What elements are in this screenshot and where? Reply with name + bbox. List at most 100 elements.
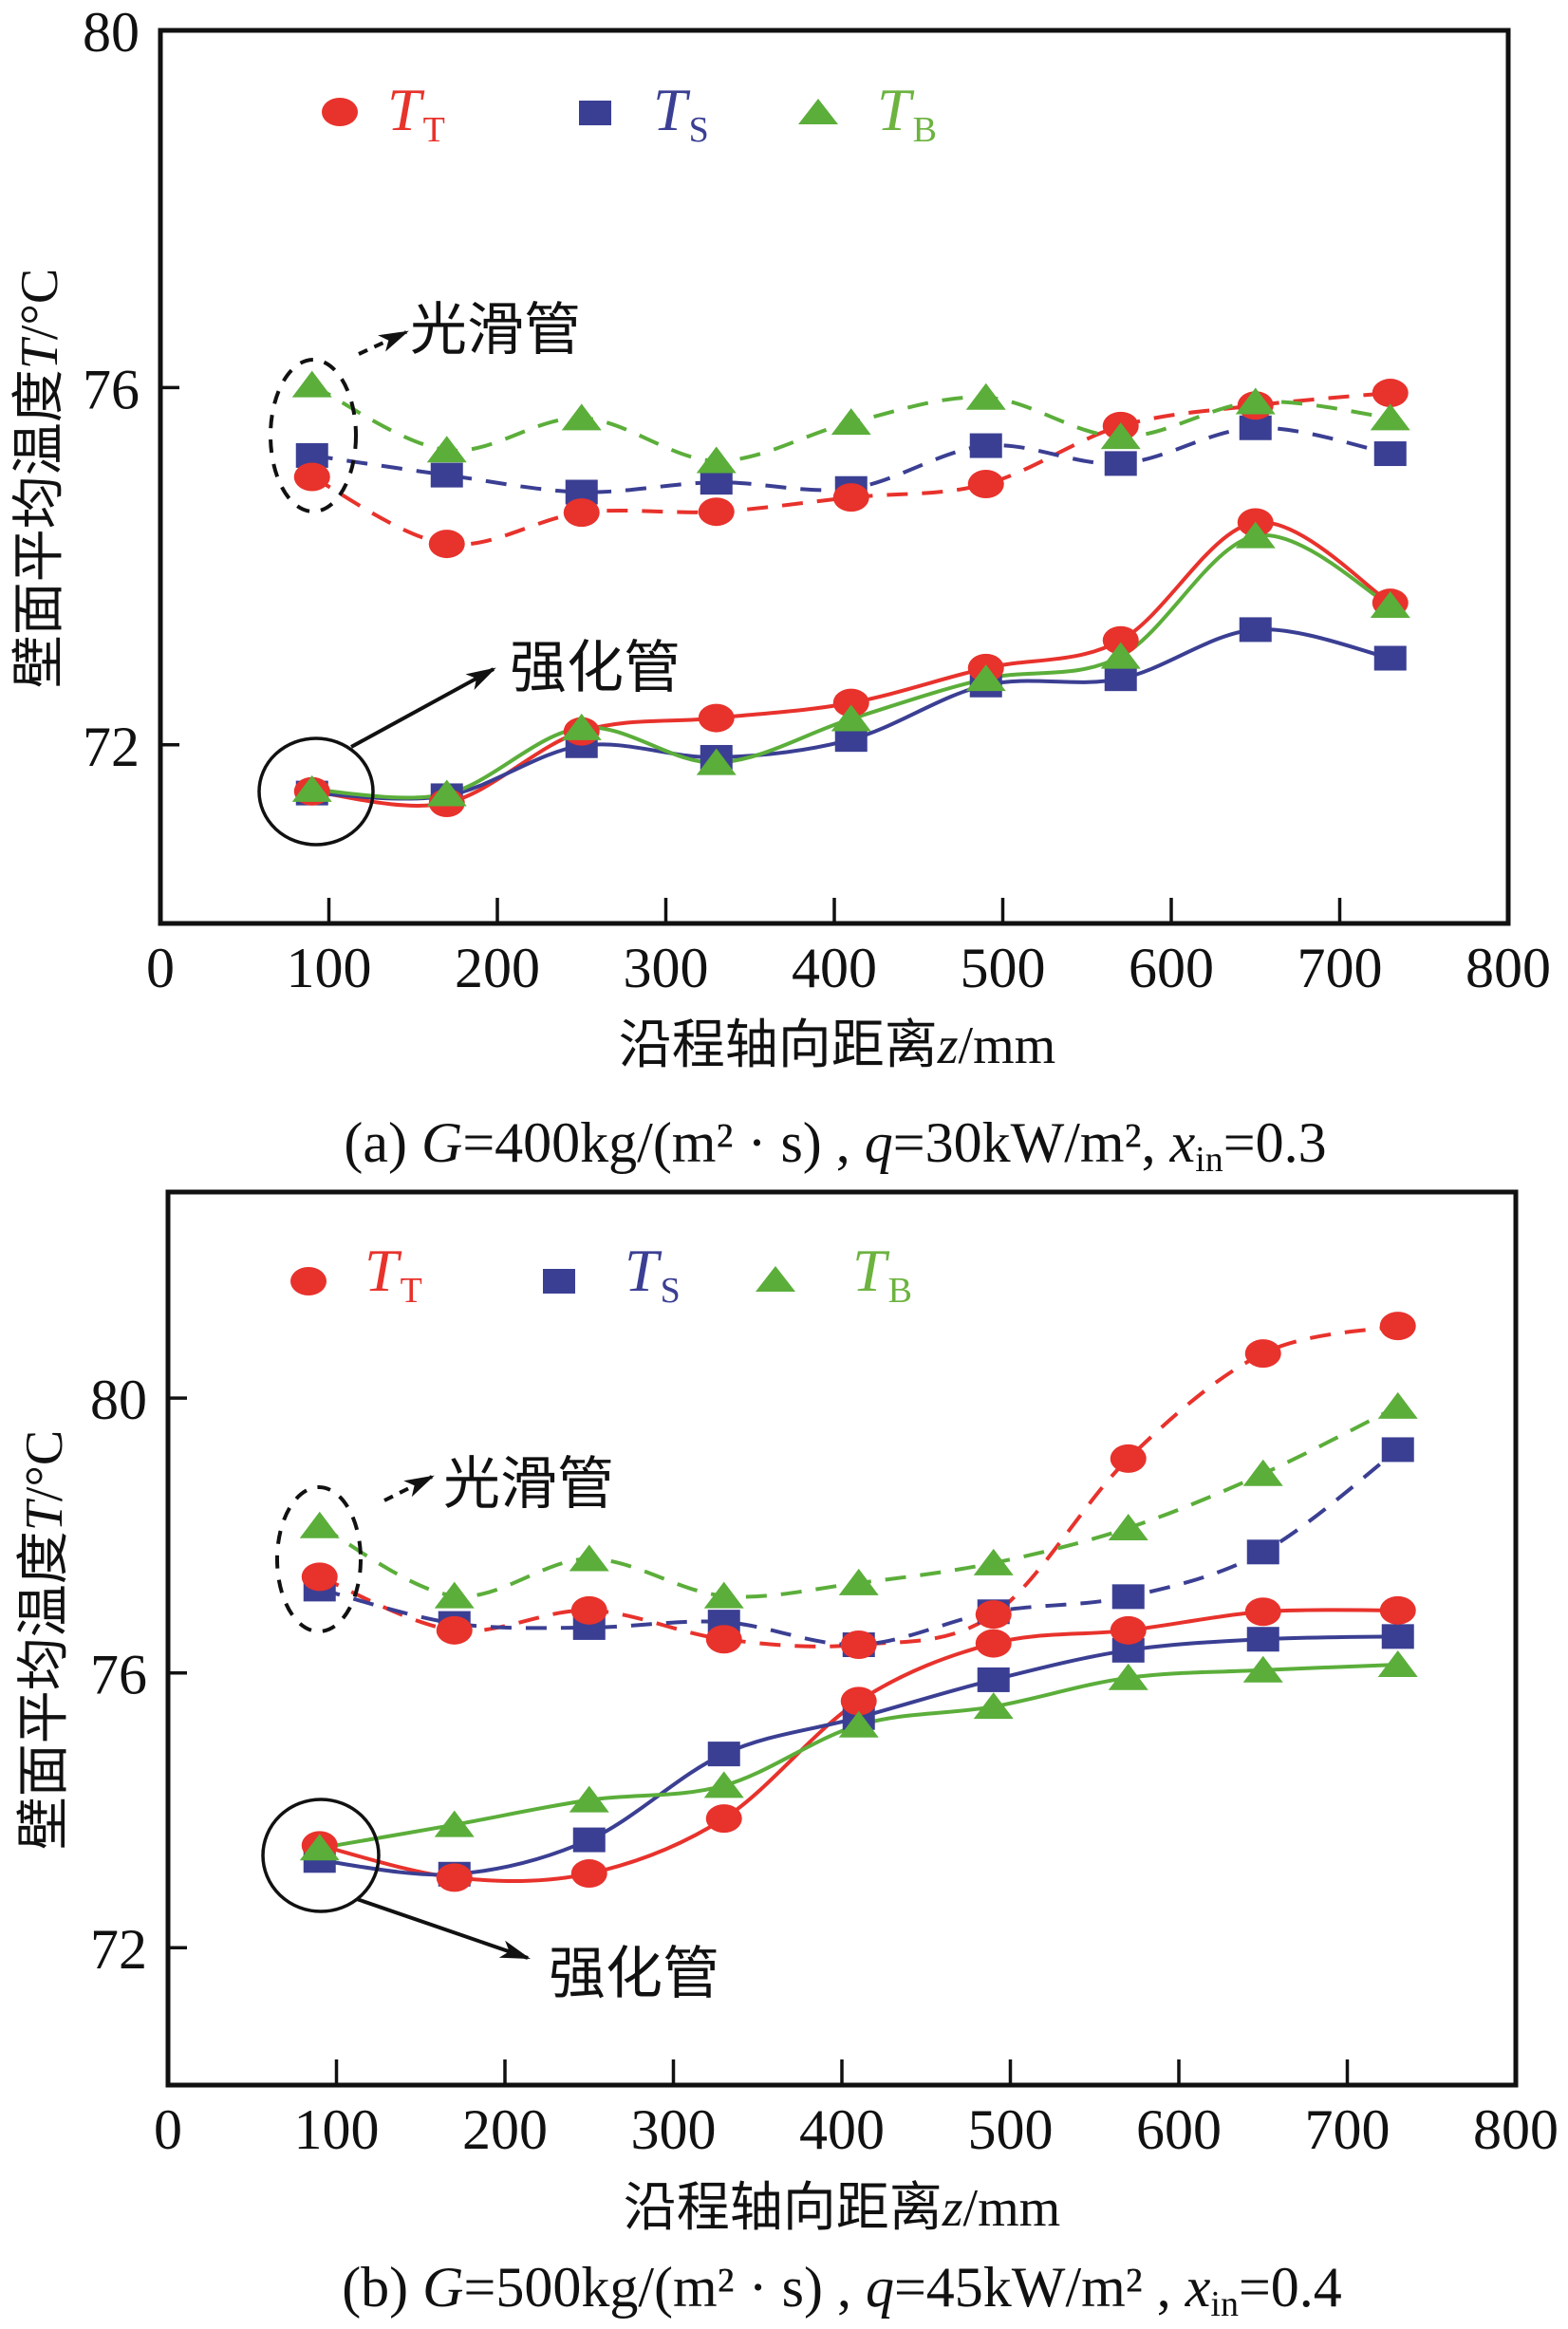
data-point-tt-smooth	[301, 1562, 338, 1592]
caption-x-subscript: in	[1195, 1140, 1223, 1180]
data-point-tb-smooth	[291, 370, 332, 398]
data-point-tt-smooth	[293, 462, 330, 492]
arrow-icon	[383, 1475, 435, 1502]
data-point-tb-enhanced	[569, 1785, 609, 1813]
legend-label-ts: TS	[653, 76, 709, 150]
y-tick-label: 72	[90, 1918, 147, 1981]
x-axis-label-unit: /mm	[963, 2179, 1061, 2238]
caption-g-value: =500kg/(m² · s) ,	[464, 2256, 866, 2319]
y-tick-label: 76	[90, 1644, 147, 1706]
legend-subscript: S	[689, 110, 709, 150]
legend-label-tt: TT	[387, 76, 445, 150]
data-point-tt-enhanced	[975, 1629, 1012, 1658]
data-point-tt-enhanced	[436, 1863, 473, 1892]
data-point-ts-smooth	[1381, 1437, 1414, 1463]
x-tick-label: 0	[146, 937, 175, 999]
legend-symbol: T	[625, 1237, 663, 1304]
annotation-label-enhanced-tube: 强化管	[510, 637, 681, 699]
axes-ticks: 0 100 200 300 400 500 600 700 800 72 76 80	[90, 1369, 1559, 2161]
y-axis-label-text: 壁面平均温度	[15, 1531, 74, 1850]
annotation-label-smooth-tube: 光滑管	[443, 1453, 614, 1516]
series-lines	[318, 1324, 1400, 1883]
x-tick-label: 0	[154, 2098, 182, 2161]
data-point-tt-enhanced	[1110, 1615, 1147, 1645]
data-point-tt-smooth	[563, 498, 600, 528]
caption-x-symbol: x	[1185, 2256, 1211, 2319]
data-point-tb-smooth	[1242, 1459, 1283, 1486]
data-point-tb-enhanced	[831, 704, 871, 732]
x-tick-label: 200	[455, 937, 540, 999]
x-tick-label: 600	[1129, 937, 1214, 999]
legend-symbol: T	[852, 1237, 890, 1304]
data-point-tb-smooth	[1235, 387, 1276, 415]
data-point-tt-smooth	[428, 530, 465, 559]
legend-label-tb: TB	[877, 76, 937, 150]
y-axis-label-unit: /°C	[10, 269, 69, 340]
data-point-tt-smooth	[832, 483, 869, 512]
data-point-tb-enhanced	[291, 774, 332, 802]
data-point-tb-enhanced	[1108, 1663, 1148, 1690]
caption-x-subscript: in	[1210, 2284, 1239, 2324]
data-point-ts-enhanced	[1381, 1624, 1414, 1649]
caption-label: (b)	[342, 2256, 422, 2319]
plot-frame	[158, 28, 1511, 926]
series-markers	[299, 1312, 1418, 1892]
data-point-ts-smooth	[1373, 441, 1407, 467]
axes-ticks: 0 100 200 300 400 500 600 700 800 72 76 80	[83, 1, 1551, 999]
y-axis-label: 壁面平均温度T/°C	[10, 269, 69, 688]
y-tick-label: 80	[83, 1, 140, 64]
data-point-tb-smooth	[426, 436, 467, 463]
data-point-tb-enhanced	[1370, 591, 1410, 619]
y-axis-label-unit: /°C	[15, 1430, 74, 1501]
x-axis-label-unit: /mm	[959, 1016, 1056, 1075]
caption-g-symbol: G	[421, 1111, 462, 1174]
legend-circle-marker	[322, 98, 358, 126]
x-tick-label: 700	[1305, 2098, 1391, 2161]
data-point-tt-smooth	[436, 1615, 473, 1645]
data-point-ts-smooth	[1111, 1584, 1145, 1610]
data-point-ts-enhanced	[977, 1667, 1010, 1692]
arrow-icon	[358, 330, 409, 356]
panel-caption: (b) G=500kg/(m² · s) , q=45kW/m² , xin=0…	[342, 2256, 1342, 2324]
x-axis-label-text: 沿程轴向距离	[619, 1016, 938, 1075]
data-point-tt-smooth	[1372, 379, 1409, 408]
data-point-tb-smooth	[965, 382, 1006, 410]
caption-q-value: =30kW/m²,	[893, 1111, 1170, 1174]
data-point-tt-smooth	[1110, 1444, 1147, 1473]
data-point-tb-enhanced	[696, 748, 737, 775]
legend-subscript: T	[423, 110, 445, 150]
data-point-tb-smooth	[299, 1511, 340, 1538]
caption-g-value: =400kg/(m² · s) ,	[462, 1111, 864, 1174]
annotation-enhanced-tube: 强化管	[261, 1798, 719, 2005]
data-point-tb-smooth	[703, 1581, 744, 1609]
x-tick-label: 500	[961, 937, 1046, 999]
x-tick-label: 800	[1473, 2098, 1559, 2161]
caption-x-value: =0.4	[1239, 2256, 1342, 2319]
data-point-tb-smooth	[434, 1581, 475, 1609]
arrow-icon	[356, 1897, 531, 1960]
x-axis-label: 沿程轴向距离z/mm	[619, 1016, 1055, 1075]
x-axis-label-text: 沿程轴向距离	[624, 2179, 943, 2238]
data-point-tb-enhanced	[299, 1834, 340, 1861]
data-point-tt-smooth	[705, 1625, 742, 1654]
series-line-ts-smooth	[311, 425, 1391, 494]
legend-symbol: T	[364, 1237, 402, 1304]
legend-symbol: T	[387, 76, 425, 143]
data-point-tt-smooth	[975, 1600, 1012, 1630]
x-tick-label: 400	[799, 2098, 885, 2161]
data-point-tt-smooth	[1379, 1312, 1416, 1341]
data-point-tb-smooth	[1377, 1391, 1418, 1419]
data-point-tb-enhanced	[1377, 1650, 1418, 1678]
x-tick-label: 700	[1297, 937, 1383, 999]
data-point-tb-smooth	[838, 1568, 879, 1595]
data-point-tb-enhanced	[703, 1771, 744, 1798]
series-markers	[291, 370, 1410, 817]
caption-q-symbol: q	[865, 1111, 893, 1174]
data-point-tt-smooth	[1244, 1339, 1281, 1369]
caption-x-value: =0.3	[1223, 1111, 1327, 1174]
legend-square-marker	[579, 101, 611, 125]
data-point-tb-smooth	[1100, 422, 1141, 450]
data-point-tb-enhanced	[973, 1692, 1014, 1720]
x-tick-label: 100	[287, 937, 372, 999]
